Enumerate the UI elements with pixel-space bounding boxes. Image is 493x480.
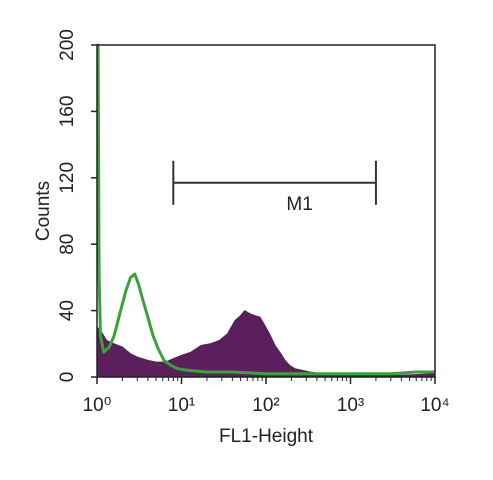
x-tick-label: 10⁰ <box>83 395 112 416</box>
gate-label: M1 <box>286 194 312 215</box>
y-tick-label: 200 <box>57 29 78 61</box>
x-tick-label: 10² <box>252 395 279 416</box>
y-tick-label: 120 <box>57 162 78 194</box>
y-axis-label: Counts <box>33 181 54 241</box>
x-tick-label: 10¹ <box>168 395 195 416</box>
y-tick-label: 40 <box>57 300 78 321</box>
y-tick-label: 0 <box>57 372 78 383</box>
x-tick-label: 10³ <box>337 395 364 416</box>
x-axis-label: FL1-Height <box>219 426 314 447</box>
y-tick-label: 80 <box>57 234 78 255</box>
histogram-line <box>96 43 435 376</box>
x-tick-label: 10⁴ <box>420 395 449 416</box>
y-tick-label: 160 <box>57 96 78 128</box>
